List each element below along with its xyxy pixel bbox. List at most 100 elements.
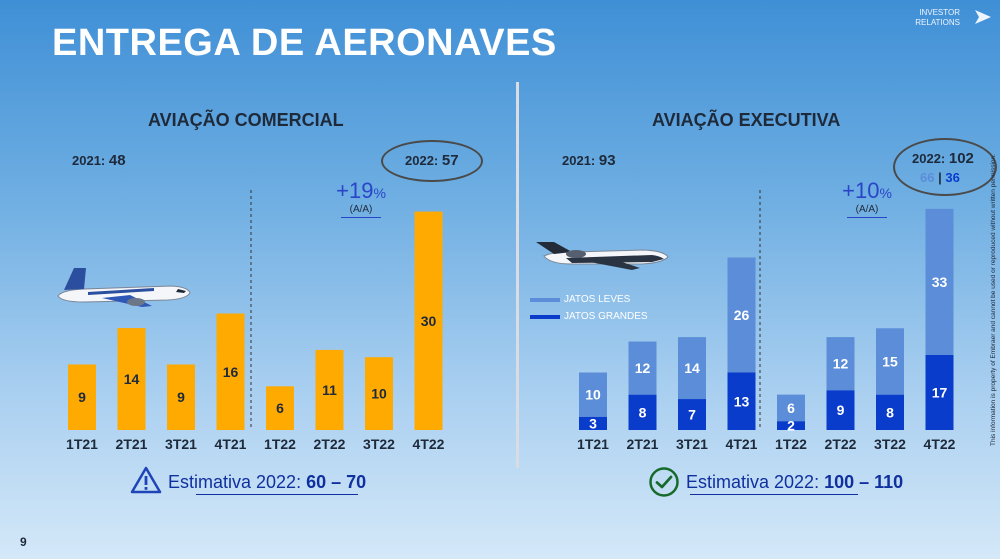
commercial-growth-value: +19 bbox=[336, 178, 374, 203]
executive-2022-large-value: 36 bbox=[945, 170, 960, 185]
executive-category-label: 2T22 bbox=[825, 436, 857, 452]
commercial-category-label: 1T22 bbox=[264, 436, 296, 452]
executive-light-value-label: 12 bbox=[635, 360, 651, 376]
executive-growth-underline bbox=[847, 217, 887, 218]
commercial-bar bbox=[266, 386, 294, 430]
commercial-bar bbox=[365, 357, 393, 430]
executive-bar-light-jets bbox=[678, 337, 706, 400]
executive-2022-highlight-oval bbox=[893, 138, 997, 196]
commercial-estimate-label: Estimativa 2022: bbox=[168, 472, 302, 492]
executive-bar-light-jets bbox=[925, 208, 954, 355]
executive-estimate: Estimativa 2022: 100 – 110 bbox=[686, 472, 903, 493]
executive-large-value-label: 3 bbox=[589, 415, 597, 431]
executive-light-value-label: 10 bbox=[585, 387, 601, 403]
executive-bar-large-jets bbox=[777, 421, 805, 430]
commercial-2021-total: 2021: 48 bbox=[72, 152, 126, 169]
executive-estimate-underline bbox=[690, 494, 858, 495]
executive-light-value-label: 26 bbox=[734, 307, 750, 323]
executive-large-value-label: 2 bbox=[787, 418, 795, 434]
commercial-bar-value-label: 16 bbox=[223, 364, 239, 380]
executive-2021-value: 93 bbox=[598, 152, 616, 169]
executive-light-value-label: 14 bbox=[684, 360, 700, 376]
legend-item-light: JATOS LEVES bbox=[530, 294, 648, 305]
commercial-growth: +19% (A/A) bbox=[326, 178, 396, 218]
commercial-growth-unit: % bbox=[373, 185, 386, 201]
investor-relations-line-1: INVESTOR bbox=[919, 8, 960, 17]
executive-growth: +10% (A/A) bbox=[832, 178, 902, 218]
commercial-2022-highlight-oval bbox=[381, 140, 483, 182]
commercial-2021-value: 48 bbox=[108, 152, 126, 169]
executive-growth-sub: (A/A) bbox=[855, 204, 879, 215]
executive-category-label: 3T21 bbox=[676, 436, 708, 452]
executive-bar-large-jets bbox=[678, 399, 706, 430]
commercial-growth-underline bbox=[341, 217, 381, 218]
commercial-bar-chart: 9 1T21 14 2T21 9 3T21 16 4T21 6 1T22 11 2T22 10 3T22 3… bbox=[66, 190, 445, 452]
legend-item-large: JATOS GRANDES bbox=[530, 311, 648, 322]
investor-relations-link[interactable]: INVESTOR RELATIONS bbox=[915, 8, 960, 28]
executive-estimate-range: 100 – 110 bbox=[824, 472, 904, 492]
executive-2022-split-separator: | bbox=[938, 170, 942, 185]
executive-bar-large-jets bbox=[876, 394, 904, 430]
executive-category-label: 4T21 bbox=[726, 436, 758, 452]
executive-2021-label: 2021: bbox=[562, 153, 596, 168]
executive-bar-large-jets bbox=[628, 394, 657, 430]
commercial-bar bbox=[414, 211, 443, 430]
commercial-category-label: 2T22 bbox=[314, 436, 346, 452]
commercial-bar bbox=[216, 313, 245, 430]
executive-growth-value: +10 bbox=[842, 178, 880, 203]
executive-bar-large-jets bbox=[579, 416, 607, 430]
executive-section-title: AVIAÇÃO EXECUTIVA bbox=[652, 110, 841, 130]
executive-2022-label: 2022: bbox=[912, 151, 946, 166]
commercial-2022-total: 2022: 57 bbox=[405, 152, 459, 169]
investor-relations-line-2: RELATIONS bbox=[915, 18, 960, 27]
executive-bar-light-jets bbox=[777, 394, 805, 422]
executive-large-value-label: 8 bbox=[639, 404, 647, 420]
commercial-category-label: 4T22 bbox=[413, 436, 445, 452]
executive-bar-light-jets bbox=[826, 337, 855, 391]
commercial-category-label: 3T21 bbox=[165, 436, 197, 452]
legend-label-large: JATOS GRANDES bbox=[564, 311, 648, 322]
commercial-bar-value-label: 6 bbox=[276, 400, 284, 416]
commercial-growth-sub: (A/A) bbox=[349, 204, 373, 215]
commercial-2022-value: 57 bbox=[441, 152, 459, 169]
executive-bar-light-jets bbox=[727, 257, 756, 373]
executive-2021-total: 2021: 93 bbox=[562, 152, 616, 169]
check-circle-icon bbox=[649, 467, 679, 497]
commercial-jet-icon bbox=[57, 268, 191, 307]
business-jet-icon bbox=[536, 242, 669, 270]
executive-light-value-label: 33 bbox=[932, 274, 948, 290]
executive-large-value-label: 17 bbox=[932, 384, 948, 400]
executive-light-value-label: 6 bbox=[787, 400, 795, 416]
executive-light-value-label: 12 bbox=[833, 356, 849, 372]
commercial-bar-value-label: 14 bbox=[124, 371, 140, 387]
legend-label-light: JATOS LEVES bbox=[564, 294, 631, 305]
executive-2022-total: 2022: 102 bbox=[912, 150, 974, 167]
executive-2022-value: 102 bbox=[948, 150, 974, 167]
executive-large-value-label: 13 bbox=[734, 393, 750, 409]
executive-2022-light-value: 66 bbox=[920, 170, 935, 185]
commercial-bar bbox=[117, 328, 146, 430]
commercial-estimate-range: 60 – 70 bbox=[306, 472, 367, 492]
commercial-bar-value-label: 9 bbox=[78, 389, 86, 405]
executive-2022-split: 66 | 36 bbox=[920, 170, 960, 185]
commercial-estimate: Estimativa 2022: 60 – 70 bbox=[168, 472, 366, 493]
page-number: 9 bbox=[20, 535, 27, 549]
executive-category-label: 1T21 bbox=[577, 436, 609, 452]
commercial-2022-label: 2022: bbox=[405, 153, 439, 168]
commercial-bar-value-label: 10 bbox=[371, 386, 387, 402]
commercial-bar bbox=[315, 349, 344, 430]
commercial-category-label: 4T21 bbox=[215, 436, 247, 452]
commercial-estimate-underline bbox=[196, 494, 358, 495]
section-divider bbox=[516, 82, 519, 468]
commercial-bar-value-label: 30 bbox=[421, 313, 437, 329]
executive-bar-large-jets bbox=[925, 354, 954, 430]
arrow-right-icon[interactable] bbox=[972, 6, 994, 28]
legal-footnote-text: This information is property of Embraer … bbox=[990, 154, 997, 446]
legend-swatch-large bbox=[530, 314, 560, 319]
executive-large-value-label: 9 bbox=[837, 402, 845, 418]
executive-bar-chart: 3101T218122T217143T2113264T21261T229122T… bbox=[577, 190, 956, 452]
executive-bar-light-jets bbox=[876, 328, 904, 395]
commercial-bar-value-label: 9 bbox=[177, 389, 185, 405]
executive-bar-light-jets bbox=[579, 372, 607, 417]
commercial-category-label: 1T21 bbox=[66, 436, 98, 452]
